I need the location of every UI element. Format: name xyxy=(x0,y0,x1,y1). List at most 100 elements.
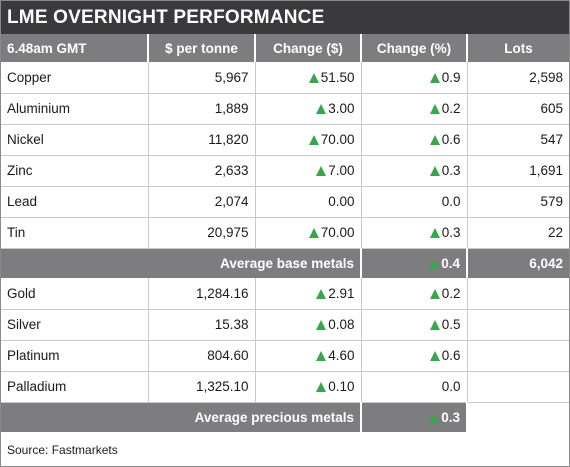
change-abs-cell-value: 70.00 xyxy=(320,132,355,147)
up-triangle-icon xyxy=(308,135,319,145)
price-cell: 2,633 xyxy=(148,155,256,187)
change-abs-cell: 0.08 xyxy=(255,309,362,341)
up-triangle-icon xyxy=(316,351,327,361)
change-pct-cell: 0.6 xyxy=(361,124,468,156)
up-triangle-icon xyxy=(429,166,440,176)
price-cell: 1,284.16 xyxy=(148,278,256,310)
up-triangle-icon xyxy=(429,351,440,361)
average-base-row: Average base metals 0.4 6,042 xyxy=(1,248,569,278)
change-pct-cell-value: 0.9 xyxy=(441,69,461,85)
average-base-row-change-pct: 0.4 xyxy=(361,248,468,278)
change-pct-cell-value: 0.0 xyxy=(441,379,461,394)
metal-name: Platinum xyxy=(1,340,149,372)
price-cell: 15.38 xyxy=(148,309,256,341)
change-abs-cell-value: 0.10 xyxy=(328,379,355,394)
change-abs-cell: 70.00 xyxy=(255,217,362,249)
average-precious-row: Average precious metals 0.3 xyxy=(1,402,569,432)
header-change-pct: Change (%) xyxy=(361,34,468,62)
change-abs-cell: 7.00 xyxy=(255,155,362,187)
change-abs-cell-value: 7.00 xyxy=(328,163,355,178)
change-abs-cell: 51.50 xyxy=(255,62,362,94)
change-pct-cell: 0.3 xyxy=(361,155,468,187)
change-pct-cell-value: 0.2 xyxy=(441,285,461,301)
table-row: Zinc 2,633 7.00 0.3 1,691 xyxy=(1,155,569,187)
up-triangle-icon xyxy=(316,288,327,299)
table-body: Copper 5,967 51.50 0.9 2,598 Aluminium 1,889 3.… xyxy=(1,62,569,432)
page-title: LME OVERNIGHT PERFORMANCE xyxy=(1,1,569,34)
source-note: Source: Fastmarkets xyxy=(7,443,118,457)
change-abs-cell: 70.00 xyxy=(255,124,362,156)
change-pct-cell-value: 0.6 xyxy=(441,132,461,147)
lots-cell xyxy=(467,340,569,372)
header-change-abs: Change ($) xyxy=(255,34,362,62)
metal-name: Zinc xyxy=(1,155,149,187)
change-abs-cell-value: 70.00 xyxy=(320,225,355,240)
price-cell: 11,820 xyxy=(148,124,256,156)
price-cell: 20,975 xyxy=(148,217,256,249)
price-cell: 1,325.10 xyxy=(148,371,256,403)
table-row: Gold 1,284.16 2.91 0.2 xyxy=(1,278,569,310)
up-triangle-icon xyxy=(429,104,440,114)
lots-cell: 22 xyxy=(467,217,569,249)
lots-cell xyxy=(467,278,569,310)
change-abs-cell: 0.00 xyxy=(255,186,362,218)
table-row: Tin 20,975 70.00 0.3 22 xyxy=(1,217,569,249)
table-row: Palladium 1,325.10 0.10 0.0 xyxy=(1,371,569,403)
metal-name: Gold xyxy=(1,278,149,310)
table-row: Copper 5,967 51.50 0.9 2,598 xyxy=(1,62,569,94)
change-pct-cell-value: 0.6 xyxy=(441,348,461,363)
price-cell: 1,889 xyxy=(148,93,256,125)
lots-cell xyxy=(467,309,569,341)
metal-name: Silver xyxy=(1,309,149,341)
metal-name: Nickel xyxy=(1,124,149,156)
change-pct-cell: 0.5 xyxy=(361,309,468,341)
up-triangle-icon xyxy=(429,412,440,423)
header-lots: Lots xyxy=(467,34,569,62)
change-abs-cell: 3.00 xyxy=(255,93,362,125)
table-row: Platinum 804.60 4.60 0.6 xyxy=(1,340,569,372)
metal-name: Palladium xyxy=(1,371,149,403)
change-pct-cell-value: 0.0 xyxy=(441,194,461,209)
average-base-row-change-pct-value: 0.4 xyxy=(441,255,460,271)
average-precious-row-change-pct-value: 0.3 xyxy=(441,409,460,425)
up-triangle-icon xyxy=(316,382,327,392)
price-cell: 5,967 xyxy=(148,62,256,94)
change-abs-cell-value: 0.00 xyxy=(328,194,355,209)
lots-cell: 2,598 xyxy=(467,62,569,94)
up-triangle-icon xyxy=(316,104,327,114)
change-pct-cell-value: 0.3 xyxy=(441,225,461,240)
lots-cell: 605 xyxy=(467,93,569,125)
average-base-row-label: Average base metals xyxy=(1,248,362,278)
change-pct-cell: 0.6 xyxy=(361,340,468,372)
metal-name: Lead xyxy=(1,186,149,218)
metal-name: Aluminium xyxy=(1,93,149,125)
change-pct-cell: 0.2 xyxy=(361,93,468,125)
change-abs-cell-value: 4.60 xyxy=(328,348,355,363)
average-precious-row-lots-empty xyxy=(467,402,569,432)
lots-cell: 579 xyxy=(467,186,569,218)
change-abs-cell: 2.91 xyxy=(255,278,362,310)
up-triangle-icon xyxy=(316,320,327,330)
metals-table: 6.48am GMT $ per tonne Change ($) Change… xyxy=(1,34,569,432)
up-triangle-icon xyxy=(429,258,440,269)
change-pct-cell: 0.9 xyxy=(361,62,468,94)
change-abs-cell-value: 2.91 xyxy=(328,285,355,301)
table-header-row: 6.48am GMT $ per tonne Change ($) Change… xyxy=(1,34,569,62)
up-triangle-icon xyxy=(429,288,440,299)
metal-name: Copper xyxy=(1,62,149,94)
up-triangle-icon xyxy=(429,228,440,238)
header-time: 6.48am GMT xyxy=(1,34,149,62)
lots-cell: 1,691 xyxy=(467,155,569,187)
change-pct-cell-value: 0.2 xyxy=(441,101,461,116)
up-triangle-icon xyxy=(308,228,319,238)
change-abs-cell: 0.10 xyxy=(255,371,362,403)
change-abs-cell-value: 0.08 xyxy=(328,317,355,332)
table-row: Nickel 11,820 70.00 0.6 547 xyxy=(1,124,569,156)
up-triangle-icon xyxy=(429,320,440,330)
change-pct-cell: 0.0 xyxy=(361,186,468,218)
table-row: Silver 15.38 0.08 0.5 xyxy=(1,309,569,341)
change-pct-cell-value: 0.3 xyxy=(441,163,461,178)
change-pct-cell-value: 0.5 xyxy=(441,317,461,332)
lots-cell: 547 xyxy=(467,124,569,156)
